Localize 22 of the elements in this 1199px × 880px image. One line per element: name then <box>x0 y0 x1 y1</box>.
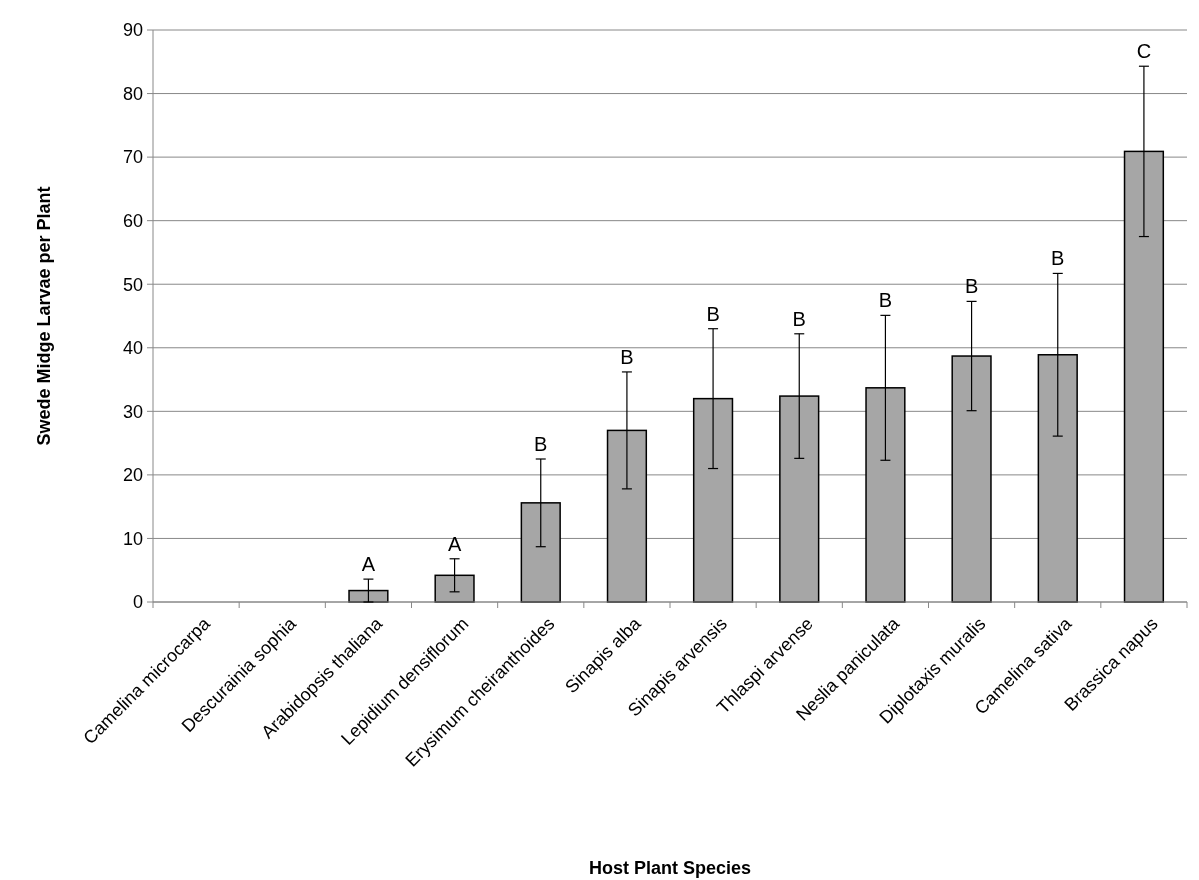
y-tick-label: 40 <box>122 338 143 359</box>
y-tick-label: 10 <box>122 528 143 549</box>
annotation: B <box>706 302 720 325</box>
y-tick-label: 30 <box>122 401 143 422</box>
annotation: B <box>792 307 806 330</box>
y-axis-title: Swede Midge Larvae per Plant <box>34 186 54 446</box>
y-tick-label: 20 <box>122 465 143 486</box>
y-tick-label: 0 <box>132 592 143 613</box>
y-tick-label: 90 <box>122 20 143 41</box>
annotation: B <box>620 345 634 368</box>
annotation: A <box>361 553 376 576</box>
annotation: B <box>1051 247 1065 270</box>
x-axis-title: Host Plant Species <box>588 858 752 878</box>
y-tick-label: 70 <box>122 147 143 168</box>
annotation: B <box>878 289 893 312</box>
annotation: B <box>534 433 548 455</box>
y-tick-label: 50 <box>122 274 143 295</box>
y-tick-label: 60 <box>122 210 143 231</box>
annotation: B <box>964 275 979 298</box>
annotation: C <box>1136 40 1152 63</box>
annotation: A <box>447 532 462 555</box>
y-tick-label: 80 <box>122 83 143 104</box>
